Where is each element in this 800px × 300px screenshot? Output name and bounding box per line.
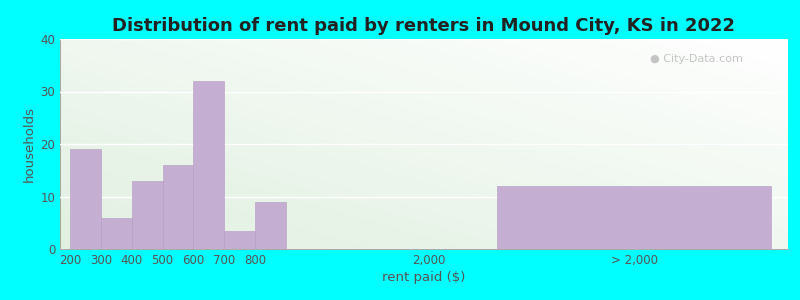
Bar	[101, 218, 132, 249]
X-axis label: rent paid ($): rent paid ($)	[382, 271, 466, 284]
Bar	[162, 165, 194, 249]
Bar	[498, 186, 771, 249]
Bar	[70, 149, 101, 249]
Bar	[194, 81, 224, 249]
Bar	[132, 181, 162, 249]
Title: Distribution of rent paid by renters in Mound City, KS in 2022: Distribution of rent paid by renters in …	[113, 17, 735, 35]
Y-axis label: households: households	[23, 106, 36, 182]
Text: ● City-Data.com: ● City-Data.com	[650, 54, 742, 64]
Bar	[255, 202, 286, 249]
Bar	[224, 231, 255, 249]
